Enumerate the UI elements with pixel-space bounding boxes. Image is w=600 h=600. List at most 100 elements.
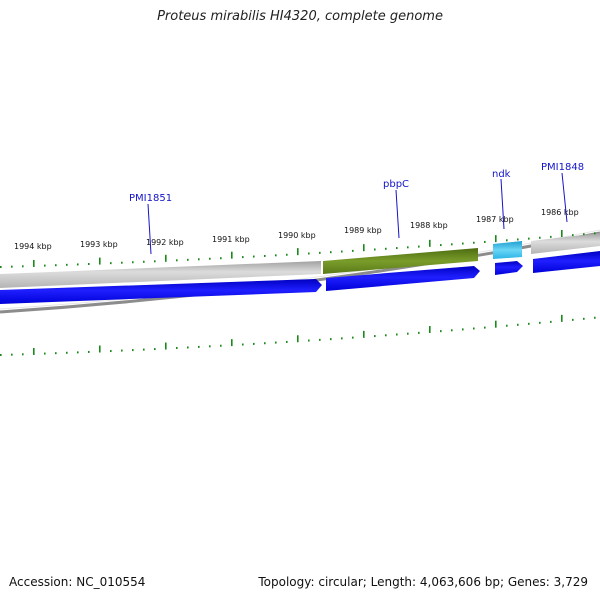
accession-text: Accession: NC_010554 xyxy=(9,575,146,589)
gene-label: PMI1848 xyxy=(541,162,584,173)
scale-tick xyxy=(33,259,35,267)
scale-tick xyxy=(242,256,244,259)
gene-leader-line xyxy=(500,178,505,230)
scale-label: 1988 kbp xyxy=(410,221,448,230)
scale-tick xyxy=(11,265,13,268)
cds-arrow-2 xyxy=(326,266,480,291)
scale-tick xyxy=(352,336,354,339)
scale-tick xyxy=(473,241,475,244)
scale-tick xyxy=(55,264,57,267)
scale-tick xyxy=(385,247,387,250)
scale-tick xyxy=(33,347,35,355)
scale-tick xyxy=(0,266,2,268)
scale-tick xyxy=(286,340,288,343)
scale-tick xyxy=(495,235,497,243)
scale-tick xyxy=(330,251,332,254)
scale-tick xyxy=(110,262,112,265)
scale-tick xyxy=(550,320,552,323)
scale-tick xyxy=(143,260,145,263)
scale-tick xyxy=(308,252,310,255)
scale-tick xyxy=(77,351,79,354)
scale-tick xyxy=(363,330,365,338)
scale-tick xyxy=(176,259,178,262)
gene-label: PMI1851 xyxy=(129,193,172,204)
scale-tick xyxy=(506,324,508,327)
scale-tick xyxy=(44,352,46,355)
scale-tick xyxy=(572,234,574,237)
feature-ndk xyxy=(493,241,522,259)
scale-tick xyxy=(297,248,299,256)
scale-label: 1991 kbp xyxy=(212,235,250,244)
scale-tick xyxy=(572,318,574,321)
scale-tick xyxy=(429,239,431,247)
cds-arrow-4 xyxy=(533,251,600,273)
feature-grey-right xyxy=(531,233,600,254)
scale-ticks-outer xyxy=(0,230,596,268)
scale-label: 1989 kbp xyxy=(344,226,382,235)
scale-tick xyxy=(330,338,332,341)
scale-tick xyxy=(99,345,101,353)
scale-tick xyxy=(341,250,343,253)
scale-tick xyxy=(561,230,563,238)
cds-arrow-1 xyxy=(0,279,322,304)
scale-tick xyxy=(517,323,519,326)
scale-tick xyxy=(231,251,233,259)
scale-tick xyxy=(495,320,497,328)
scale-tick xyxy=(88,350,90,353)
scale-tick xyxy=(77,263,79,266)
scale-tick xyxy=(110,350,112,353)
scale-tick xyxy=(253,342,255,345)
scale-tick xyxy=(451,329,453,332)
scale-label: 1990 kbp xyxy=(278,231,316,240)
scale-tick xyxy=(583,233,585,236)
scale-tick xyxy=(121,261,123,264)
scale-tick xyxy=(297,335,299,343)
gene-leader-line xyxy=(395,189,400,239)
scale-label: 1987 kbp xyxy=(476,215,514,224)
scale-tick xyxy=(143,348,145,351)
scale-tick xyxy=(319,251,321,254)
scale-tick xyxy=(363,244,365,252)
scale-tick xyxy=(550,235,552,238)
scale-tick xyxy=(506,239,508,242)
scale-tick xyxy=(440,330,442,333)
scale-tick xyxy=(66,263,68,266)
scale-tick xyxy=(374,248,376,251)
scale-tick xyxy=(583,317,585,320)
scale-tick xyxy=(484,326,486,329)
gene-label: ndk xyxy=(492,169,511,180)
scale-tick xyxy=(198,345,200,348)
scale-tick xyxy=(253,255,255,258)
scale-tick xyxy=(275,341,277,344)
scale-tick xyxy=(462,242,464,245)
gene-leader-line xyxy=(561,172,568,223)
gene-leader-line xyxy=(147,203,152,255)
scale-tick xyxy=(539,236,541,239)
scale-tick xyxy=(88,263,90,266)
scale-tick xyxy=(396,247,398,250)
scale-tick xyxy=(44,264,46,267)
scale-tick xyxy=(594,232,596,235)
scale-ticks-inner xyxy=(0,314,596,356)
scale-tick xyxy=(374,335,376,338)
scale-tick xyxy=(165,342,167,350)
scale-tick xyxy=(286,253,288,256)
scale-tick xyxy=(462,328,464,331)
scale-tick xyxy=(187,346,189,349)
scale-tick xyxy=(198,258,200,261)
scale-tick xyxy=(407,246,409,249)
map-title: Proteus mirabilis HI4320, complete genom… xyxy=(157,9,443,24)
scale-tick xyxy=(0,354,2,356)
feature-grey-left xyxy=(0,261,321,288)
scale-tick xyxy=(429,326,431,334)
scale-tick xyxy=(165,254,167,262)
scale-tick xyxy=(594,316,596,319)
scale-tick xyxy=(220,344,222,347)
scale-tick xyxy=(528,322,530,325)
scale-tick xyxy=(308,339,310,342)
scale-label: 1992 kbp xyxy=(146,238,184,247)
gene-label: pbpC xyxy=(383,179,409,190)
scale-tick xyxy=(209,257,211,260)
cds-arrow-3 xyxy=(495,261,523,275)
scale-tick xyxy=(132,349,134,352)
